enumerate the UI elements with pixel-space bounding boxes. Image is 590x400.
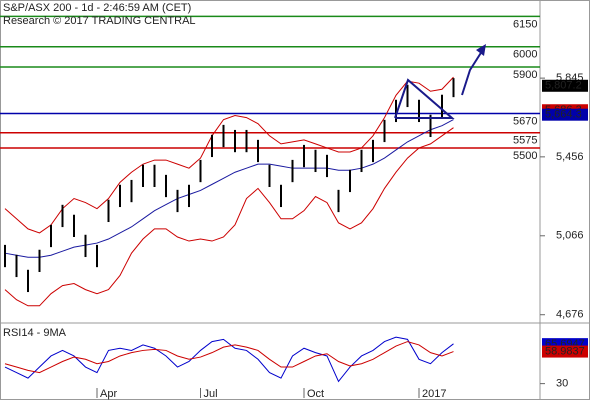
price-label-box [542,108,588,121]
y-tick-label: 5,456 [556,151,584,163]
rsi-line [4,341,454,374]
overlay-line [4,127,454,307]
chart-title: S&P/ASX 200 - 1d - 2:46:59 AM (CET) [3,2,191,14]
y-tick-label: 30 [556,378,568,390]
overlay-line [4,76,454,234]
level-label: 5500 [513,150,537,162]
plot: 5,8455,4565,0664,67661506000590056705575… [0,15,588,400]
price-label: 5,807.2 [545,80,582,92]
triangle-pattern [394,78,455,119]
rsi-label: 58.9837 [545,345,585,357]
level-label: 5900 [513,69,537,81]
forecast-arrow [461,47,485,96]
x-tick-label: Jul [204,388,218,400]
level-label: 5575 [513,135,537,147]
x-tick-label: Oct [307,388,324,400]
price-label: 5,664.3 [545,109,582,121]
x-tick-label: Apr [100,388,117,400]
overlay-line [4,119,454,258]
price-label-box [542,79,588,92]
rsi-label-box [542,345,588,358]
y-tick-label: 4,676 [556,309,584,321]
level-label: 6000 [513,49,537,61]
arrow-head [476,44,486,56]
chart-subtitle: Research © 2017 TRADING CENTRAL [3,15,196,27]
x-tick-label: 2017 [422,388,446,400]
level-label: 6150 [513,18,537,30]
rsi-title: RSI14 - 9MA [3,327,67,339]
rsi-line [4,336,454,383]
level-label: 5670 [513,115,537,127]
y-tick-label: 5,066 [556,230,584,242]
